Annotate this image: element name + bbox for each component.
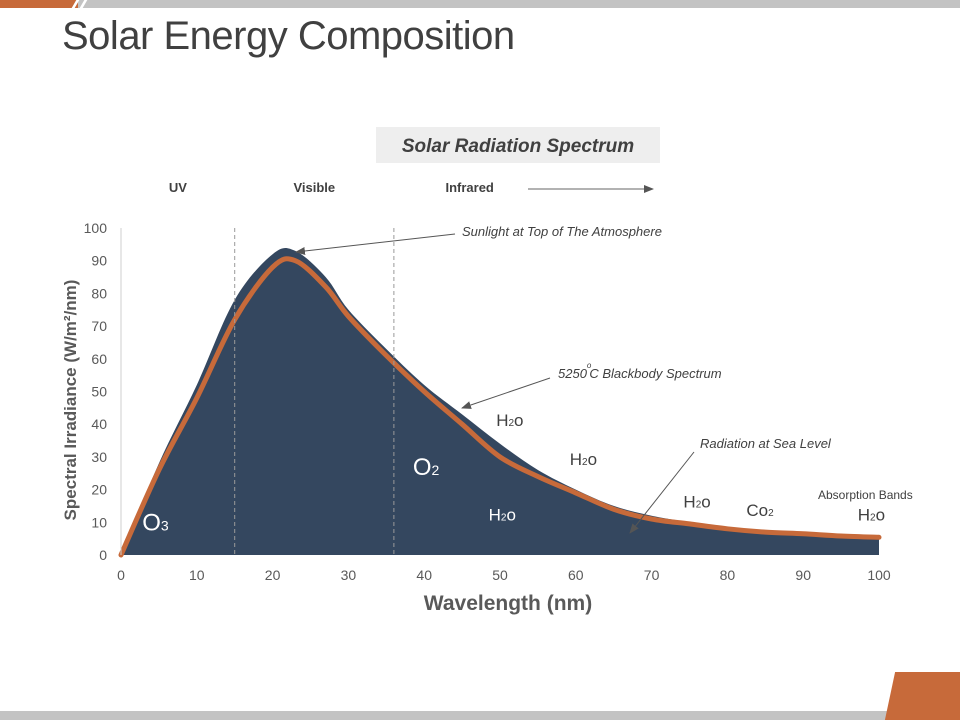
sea-level-label: Radiation at Sea Level [700, 436, 832, 451]
x-tick-label: 100 [867, 567, 891, 583]
absorption-bands-label: Absorption Bands [818, 488, 913, 502]
molecule-label: O2 [413, 454, 440, 481]
molecule-label: H2o [489, 506, 516, 525]
x-tick-label: 20 [265, 567, 281, 583]
top-accent-bar [0, 0, 78, 8]
x-axis-title: Wavelength (nm) [424, 592, 592, 615]
y-axis-title: Spectral Irradiance (W/m²/nm) [61, 280, 80, 521]
y-tick-label: 90 [91, 253, 107, 269]
blackbody-arrow [461, 377, 551, 409]
molecule-label: Co2 [746, 501, 774, 520]
y-tick-label: 50 [91, 384, 107, 400]
x-tick-label: 90 [795, 567, 811, 583]
x-tick-label: 0 [117, 567, 125, 583]
y-tick-label: 20 [91, 482, 107, 498]
molecule-label: H2o [683, 493, 710, 512]
x-tick-label: 60 [568, 567, 584, 583]
y-tick-label: 100 [84, 220, 108, 236]
y-tick-label: 10 [91, 514, 107, 530]
x-tick-label: 80 [720, 567, 736, 583]
sea-level-arrow [629, 451, 695, 534]
top-decorative-bar [0, 0, 960, 8]
slide-title: Solar Energy Composition [62, 14, 515, 58]
x-tick-label: 30 [341, 567, 357, 583]
chart-title: Solar Radiation Spectrum [402, 136, 634, 157]
y-tick-label: 40 [91, 416, 107, 432]
molecule-label: O3 [142, 509, 169, 536]
y-tick-label: 30 [91, 449, 107, 465]
molecule-label: H2o [570, 450, 597, 469]
region-label-uv: UV [169, 180, 187, 195]
y-tick-label: 80 [91, 285, 107, 301]
molecule-label: H2o [496, 411, 523, 430]
x-tick-label: 70 [644, 567, 660, 583]
chart-title-box [376, 127, 660, 163]
top-of-atmosphere-area [121, 248, 879, 555]
region-label-visible: Visible [293, 180, 335, 195]
molecule-label: H2o [858, 506, 885, 525]
x-tick-label: 40 [416, 567, 432, 583]
x-tick-label: 10 [189, 567, 205, 583]
blackbody-label: 5250o C Blackbody Spectrum [558, 361, 722, 381]
top-of-atmosphere-label: Sunlight at Top of The Atmosphere [462, 224, 662, 239]
x-tick-label: 50 [492, 567, 508, 583]
bottom-accent-block [896, 672, 960, 720]
y-tick-label: 60 [91, 351, 107, 367]
y-tick-label: 70 [91, 318, 107, 334]
top-atmosphere-arrow [295, 233, 456, 255]
y-tick-label: 0 [99, 547, 107, 563]
region-label-infrared: Infrared [445, 180, 493, 195]
bottom-decorative-bar [0, 711, 960, 720]
